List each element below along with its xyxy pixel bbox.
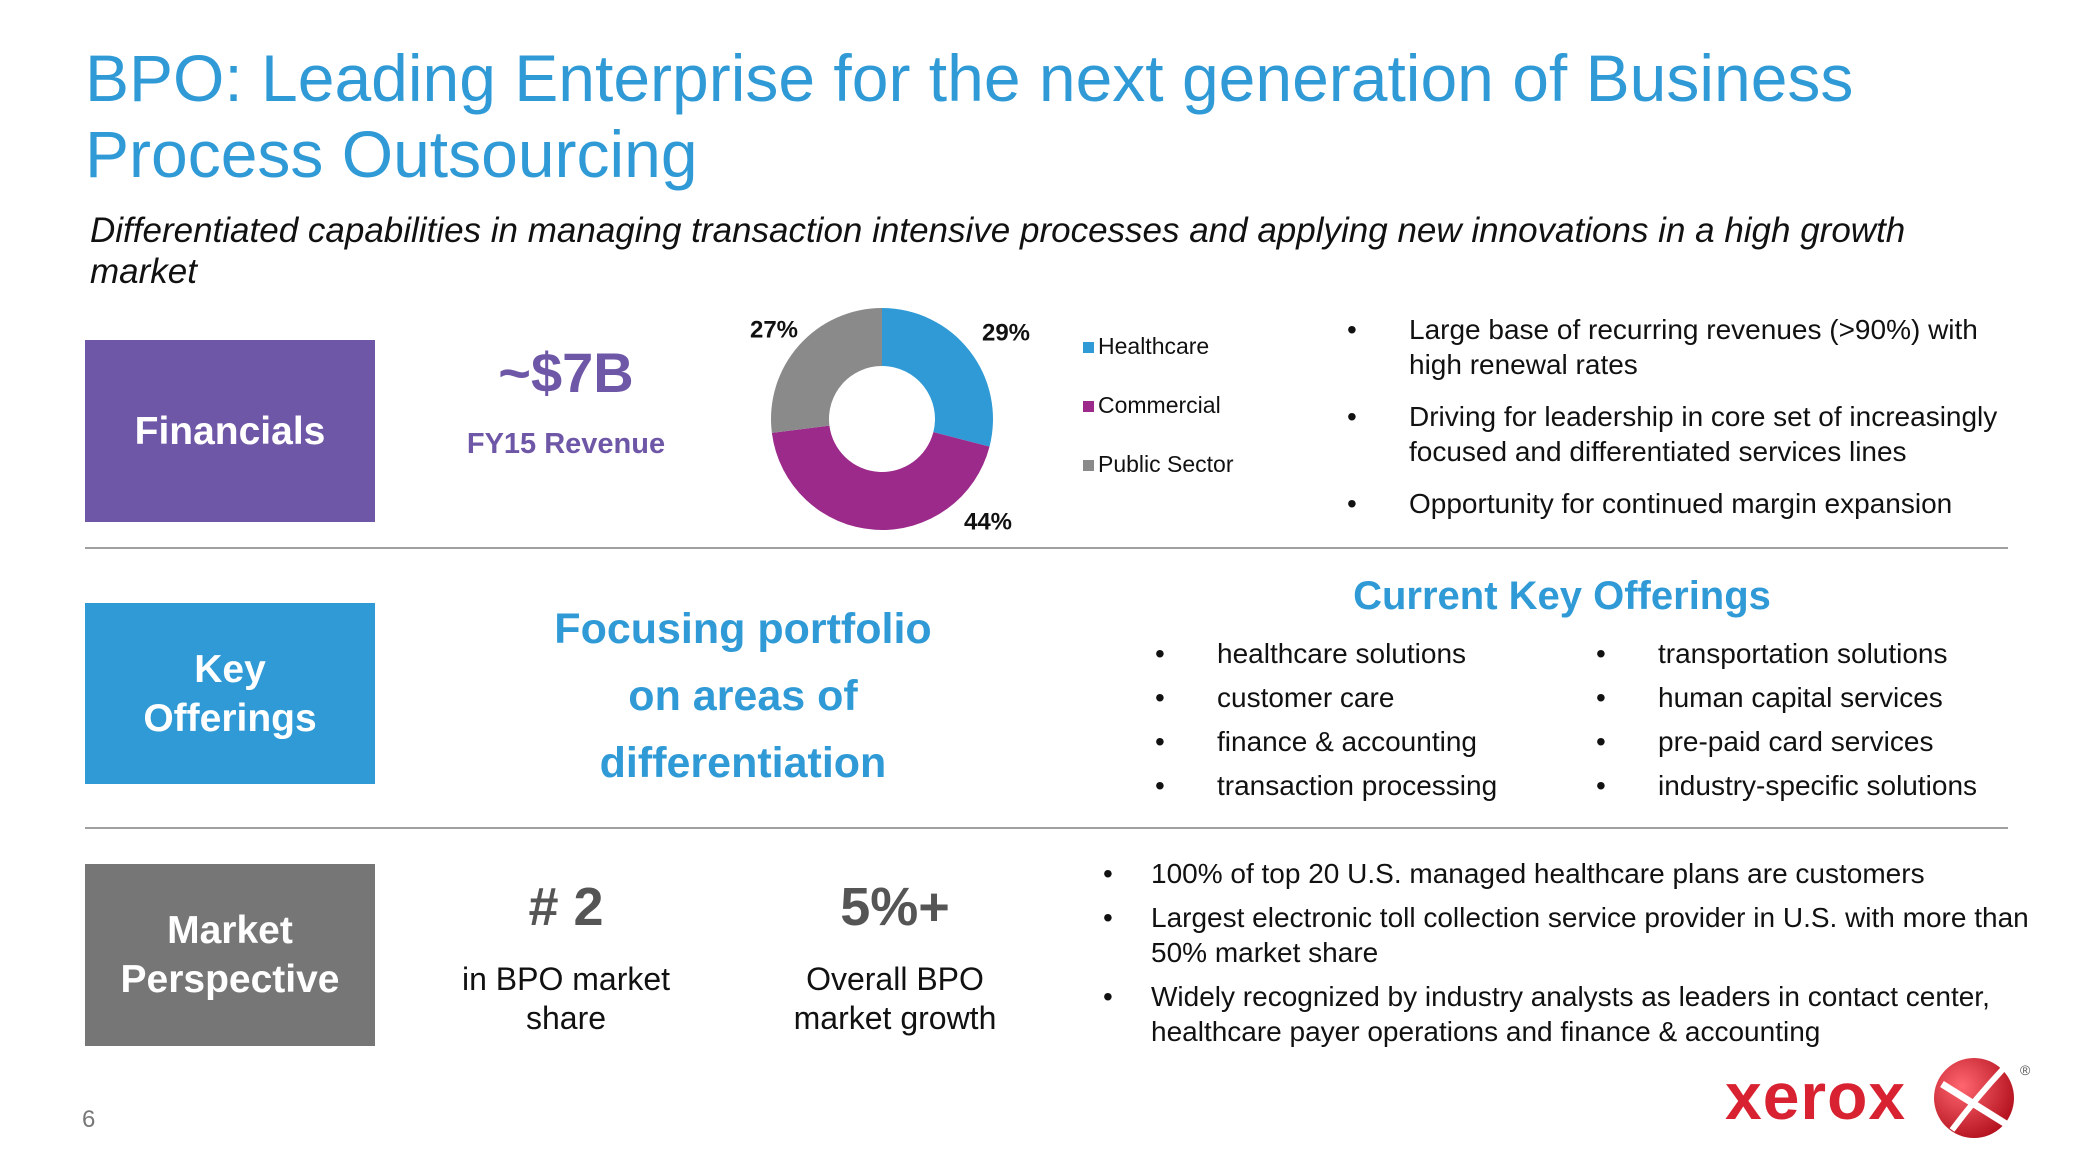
bullet-item: transportation solutions xyxy=(1596,632,2058,676)
donut-slice xyxy=(771,308,882,433)
logo-text: xerox xyxy=(1725,1059,1907,1133)
rank-caption: in BPO market share xyxy=(461,961,671,1036)
growth-figure: 5%+ xyxy=(840,877,950,937)
offerings-list: transportation solutionshuman capital se… xyxy=(1596,632,2058,808)
bullet-item: industry-specific solutions xyxy=(1596,764,2058,808)
donut-slice xyxy=(882,308,993,447)
growth-caption: Overall BPO market growth xyxy=(793,961,997,1036)
legend-swatch xyxy=(1083,342,1094,353)
market-bullets: 100% of top 20 U.S. managed healthcare p… xyxy=(1103,856,2031,1058)
revenue-figure: ~$7B xyxy=(498,341,634,404)
legend-label: Healthcare xyxy=(1098,333,1209,359)
bullet-item: Driving for leadership in core set of in… xyxy=(1347,399,2029,469)
bullet-item: customer care xyxy=(1155,676,1597,720)
subtitle: Differentiated capabilities in managing … xyxy=(90,211,1906,291)
legend-label: Commercial xyxy=(1098,392,1221,418)
bullet-item: Opportunity for continued margin expansi… xyxy=(1347,486,2029,521)
bullet-item: Large base of recurring revenues (>90%) … xyxy=(1347,312,2029,382)
rank-figure: # 2 xyxy=(528,877,604,937)
revenue-caption: FY15 Revenue xyxy=(466,428,666,460)
slice-label: 29% xyxy=(982,319,1030,346)
donut-slice xyxy=(771,425,990,530)
bullet-item: Widely recognized by industry analysts a… xyxy=(1103,979,2031,1049)
slice-label: 27% xyxy=(750,316,798,343)
bullet-item: finance & accounting xyxy=(1155,720,1597,764)
slide-title: BPO: Leading Enterprise for the next gen… xyxy=(85,41,1854,191)
logo-ball xyxy=(1934,1058,2014,1138)
bullet-item: transaction processing xyxy=(1155,764,1597,808)
bullet-item: 100% of top 20 U.S. managed healthcare p… xyxy=(1103,856,2031,891)
registered-mark: ® xyxy=(2020,1062,2031,1078)
bullet-item: healthcare solutions xyxy=(1155,632,1597,676)
bullet-item: human capital services xyxy=(1596,676,2058,720)
bullet-item: Largest electronic toll collection servi… xyxy=(1103,900,2031,970)
financial-bullets: Large base of recurring revenues (>90%) … xyxy=(1347,312,2029,538)
legend-swatch xyxy=(1083,460,1094,471)
offerings-list: healthcare solutionscustomer carefinance… xyxy=(1155,632,1597,808)
separator xyxy=(85,547,2008,549)
offerings-heading: Current Key Offerings xyxy=(1353,574,1771,618)
separator xyxy=(85,827,2008,829)
section-box: Key Offerings xyxy=(85,603,375,784)
section-box: Financials xyxy=(85,340,375,522)
section-box: Market Perspective xyxy=(85,864,375,1046)
slice-label: 44% xyxy=(964,508,1012,535)
bullet-item: pre-paid card services xyxy=(1596,720,2058,764)
legend-swatch xyxy=(1083,401,1094,412)
legend-label: Public Sector xyxy=(1098,451,1234,477)
page-number: 6 xyxy=(82,1106,96,1133)
focus-statement: Focusing portfolio on areas of different… xyxy=(554,605,932,787)
donut-chart: 29% Healthcare 44% Commercial 27% Public Sect… xyxy=(750,308,1234,535)
